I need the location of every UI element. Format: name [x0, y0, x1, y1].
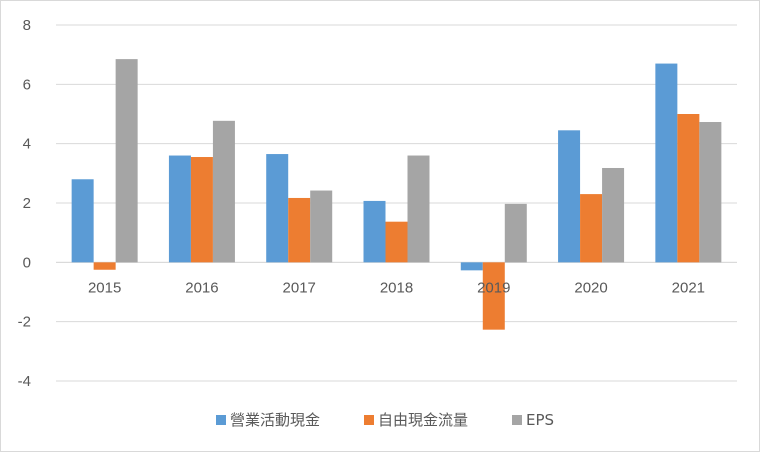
bar-2020-series-1: [558, 130, 581, 263]
bar-2017-series-3: [310, 190, 333, 263]
bar-2017-series-2: [288, 197, 311, 263]
bar-2018-series-1: [363, 200, 386, 263]
x-tick-label: 2017: [283, 279, 316, 296]
y-tick-label: 6: [23, 76, 31, 93]
bar-2021-series-3: [699, 122, 722, 263]
bar-2016-series-1: [168, 155, 191, 263]
x-tick-label: 2019: [477, 279, 510, 296]
bar-2016-series-3: [212, 120, 235, 263]
y-tick-label: 4: [23, 136, 31, 153]
bar-2020-series-2: [580, 194, 603, 263]
bar-2019-series-2: [482, 262, 505, 330]
legend-label: EPS: [526, 411, 554, 429]
x-tick-label: 2021: [672, 279, 705, 296]
legend-label: 自由現金流量: [378, 411, 468, 429]
bar-2015-series-3: [115, 59, 138, 263]
y-axis-labels: 8 6 4 2 0 -2 -4: [18, 17, 31, 390]
legend-swatch: [364, 415, 374, 425]
x-tick-label: 2018: [380, 279, 413, 296]
y-tick-label: -4: [18, 373, 31, 390]
bar-2021-series-2: [677, 114, 700, 263]
bar-2015-series-1: [71, 179, 94, 263]
bar-2019-series-1: [460, 262, 483, 271]
bar-2020-series-3: [602, 167, 625, 263]
bar-2018-series-3: [407, 155, 430, 263]
bar-2016-series-2: [190, 157, 213, 263]
x-axis-labels: 2015 2016 2017 2018 2019 2020 2021: [88, 279, 705, 296]
x-tick-label: 2020: [574, 279, 607, 296]
y-tick-label: -2: [18, 314, 31, 331]
gridlines: [56, 24, 737, 382]
x-tick-label: 2016: [185, 279, 218, 296]
y-tick-label: 0: [23, 254, 31, 271]
bars: [71, 59, 722, 330]
y-tick-label: 2: [23, 195, 31, 212]
legend-swatch: [512, 415, 522, 425]
bar-2019-series-3: [504, 203, 527, 263]
bar-2018-series-2: [385, 221, 408, 263]
x-tick-label: 2015: [88, 279, 121, 296]
legend-label: 營業活動現金: [230, 411, 320, 429]
y-tick-label: 8: [23, 17, 31, 34]
bar-2015-series-2: [93, 262, 116, 270]
bar-2017-series-1: [266, 154, 289, 263]
bar-2021-series-1: [655, 63, 678, 263]
legend-swatch: [216, 415, 226, 425]
legend: 營業活動現金 自由現金流量 EPS: [216, 411, 554, 429]
